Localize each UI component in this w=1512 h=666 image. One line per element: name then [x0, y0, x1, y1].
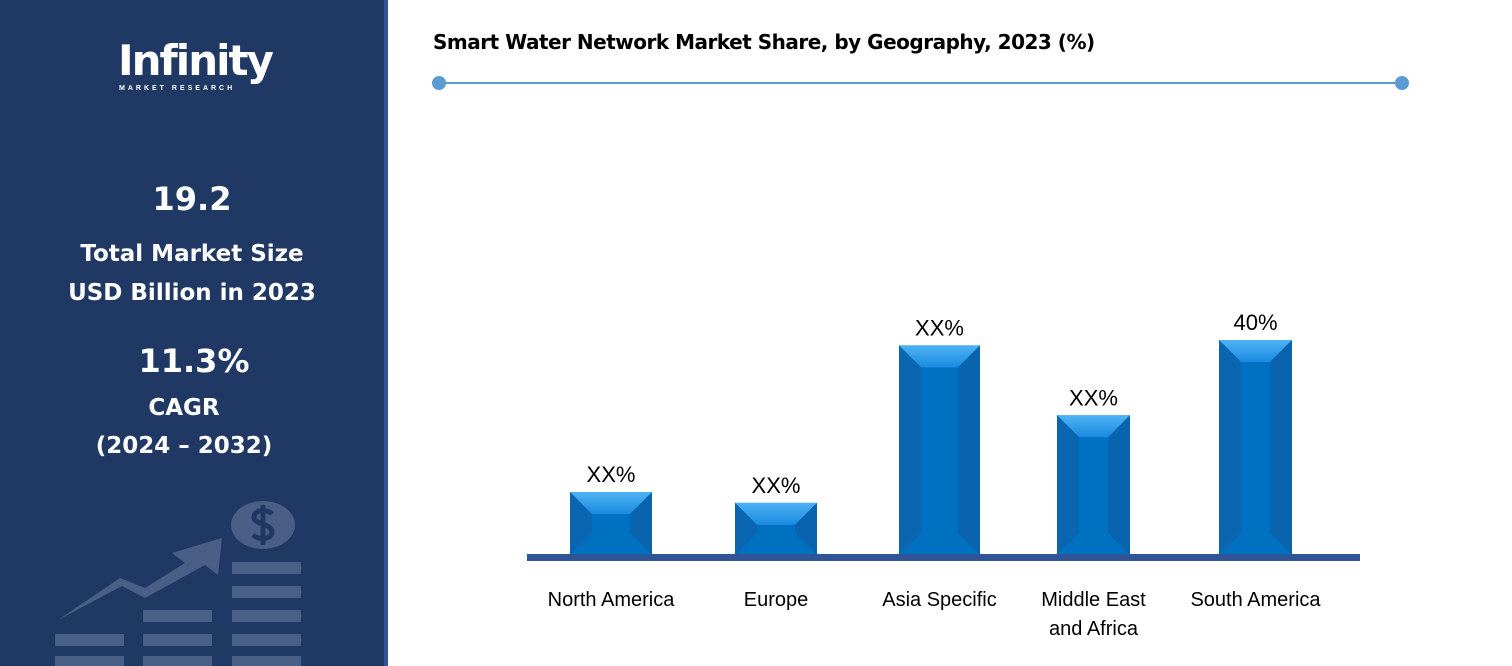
cagr-value: 11.3%	[138, 342, 250, 380]
rule-dot-right	[1395, 76, 1409, 90]
rule-dot-left	[432, 76, 446, 90]
market-size-value: 19.2	[152, 180, 232, 218]
bar-0	[570, 492, 652, 555]
cagr-label: CAGR	[148, 395, 220, 421]
category-label: and Africa	[1049, 618, 1139, 640]
data-label: XX%	[752, 473, 801, 498]
logo-subtitle: MARKET RESEARCH	[119, 85, 236, 92]
data-label: XX%	[915, 315, 964, 340]
chart-title: Smart Water Network Market Share, by Geo…	[433, 30, 1095, 54]
category-label: North America	[548, 589, 676, 611]
data-label: XX%	[1069, 385, 1118, 410]
bar-2	[899, 345, 980, 555]
title-rule	[440, 82, 1402, 84]
dollar-sign-icon	[251, 505, 275, 545]
bar-3	[1057, 415, 1130, 555]
category-label: Middle East	[1041, 589, 1146, 611]
category-label: Asia Specific	[882, 589, 997, 611]
cagr-period: (2024 – 2032)	[95, 433, 273, 459]
category-label: South America	[1190, 589, 1321, 611]
bar-1	[735, 502, 817, 555]
sidebar: Infinity MARKET RESEARCH 19.2 Total Mark…	[0, 0, 388, 666]
data-label: XX%	[587, 462, 636, 487]
baseline	[527, 554, 1360, 561]
market-size-label: Total Market Size	[80, 241, 304, 267]
market-size-unit: USD Billion in 2023	[68, 280, 316, 306]
bar-4	[1219, 340, 1292, 555]
data-label: 40%	[1233, 310, 1277, 335]
logo: Infinity	[118, 36, 274, 85]
growth-chart-icon	[55, 501, 301, 666]
category-label: Europe	[744, 589, 809, 611]
